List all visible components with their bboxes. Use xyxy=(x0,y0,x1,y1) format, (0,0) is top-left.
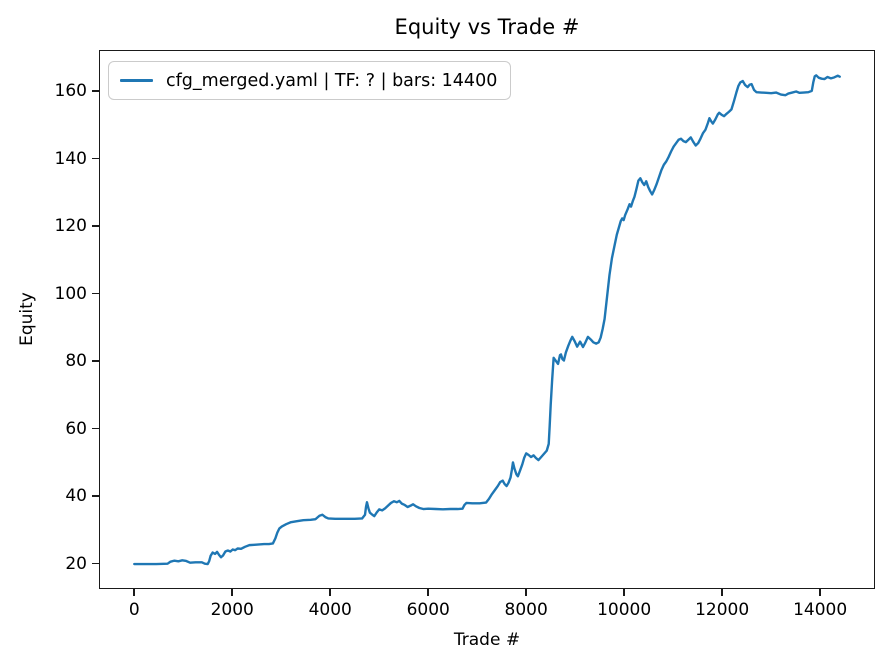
plot-area xyxy=(99,50,875,589)
y-tick-mark xyxy=(92,157,99,160)
legend-label: cfg_merged.yaml | TF: ? | bars: 14400 xyxy=(166,70,498,91)
x-tick-label: 0 xyxy=(128,600,140,620)
x-tick-mark xyxy=(721,589,723,596)
legend: cfg_merged.yaml | TF: ? | bars: 14400 xyxy=(108,61,512,100)
x-axis-label: Trade # xyxy=(453,630,521,650)
y-tick-label: 80 xyxy=(65,351,87,372)
chart-title: Equity vs Trade # xyxy=(394,15,580,39)
y-tick-mark xyxy=(92,495,99,497)
y-tick-label: 60 xyxy=(65,418,87,439)
y-tick-label: 160 xyxy=(54,81,87,102)
y-tick-label: 40 xyxy=(65,486,87,507)
y-tick-label: 100 xyxy=(54,283,87,304)
y-tick-label: 140 xyxy=(54,148,87,169)
y-tick-mark xyxy=(92,90,99,92)
equity-line xyxy=(133,74,841,566)
x-tick-label: 10000 xyxy=(597,600,652,620)
x-tick-label: 6000 xyxy=(406,600,450,620)
y-tick-mark xyxy=(92,427,99,430)
x-tick-label: 12000 xyxy=(695,600,750,620)
equity-curve xyxy=(133,74,841,566)
y-tick-mark xyxy=(92,292,99,295)
x-tick-mark xyxy=(231,589,234,596)
y-tick-mark xyxy=(92,360,99,362)
y-tick-label: 120 xyxy=(54,216,87,237)
y-tick-mark xyxy=(92,562,99,565)
x-tick-mark xyxy=(133,589,136,596)
x-tick-label: 2000 xyxy=(210,600,254,620)
x-tick-mark xyxy=(525,589,527,596)
x-tick-mark xyxy=(623,589,625,596)
x-tick-mark xyxy=(427,589,429,596)
y-tick-mark xyxy=(92,225,99,227)
x-tick-label: 4000 xyxy=(308,600,352,620)
y-tick-label: 20 xyxy=(65,553,87,574)
x-tick-mark xyxy=(329,589,332,596)
x-tick-label: 8000 xyxy=(504,600,548,620)
x-tick-label: 14000 xyxy=(793,600,848,620)
legend-line-swatch xyxy=(120,79,153,82)
x-tick-mark xyxy=(819,589,821,596)
